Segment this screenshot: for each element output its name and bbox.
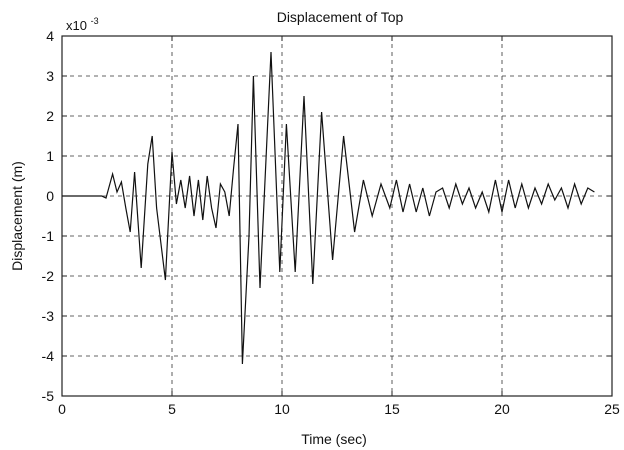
y-tick-label: -2 (42, 268, 55, 284)
grid (62, 36, 612, 396)
y-tick-label: 4 (46, 28, 54, 44)
y-tick-label: -5 (42, 388, 55, 404)
y-tick-label: -1 (42, 228, 55, 244)
y-tick-label: 1 (46, 148, 54, 164)
y-axis-label: Displacement (m) (9, 161, 25, 271)
y-tick-label: -3 (42, 308, 55, 324)
displacement-series-line (62, 51, 595, 365)
x-tick-label: 10 (274, 401, 290, 417)
x-tick-label: 15 (384, 401, 400, 417)
y-scale-base: x10 (66, 18, 87, 33)
x-axis-label: Time (sec) (301, 431, 367, 447)
y-scale-exponent: -3 (91, 16, 99, 26)
x-tick-label: 0 (58, 401, 66, 417)
plot-frame (61, 35, 613, 397)
y-tick-label: -4 (42, 348, 55, 364)
y-tick-label: 0 (46, 188, 54, 204)
y-tick-label: 2 (46, 108, 54, 124)
chart-title: Displacement of Top (277, 9, 404, 25)
y-scale-factor: x10 -3 (66, 16, 99, 33)
y-tick-label: 3 (46, 68, 54, 84)
x-tick-label: 25 (604, 401, 620, 417)
x-tick-label: 5 (168, 401, 176, 417)
tick-labels: 0 5 10 15 20 25 -5 -4 -3 -2 -1 0 1 2 3 4 (42, 28, 620, 417)
ticks (61, 35, 613, 397)
x-tick-label: 20 (494, 401, 510, 417)
